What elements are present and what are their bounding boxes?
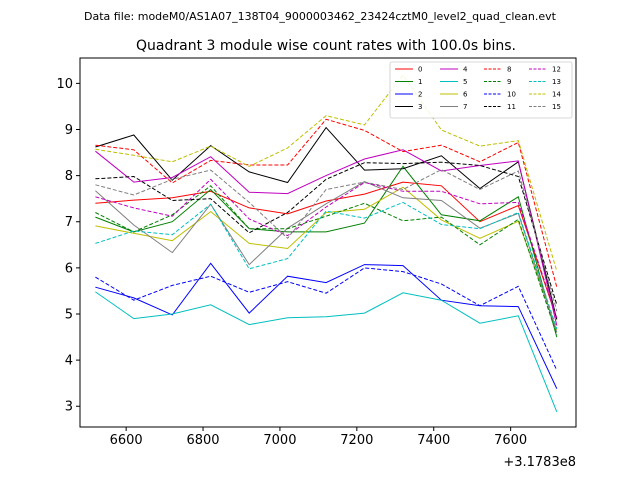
x-axis: 6600 6800 7000 7200 7400 7600 xyxy=(110,427,527,448)
legend-label-0: 0 xyxy=(418,66,422,74)
x-tick-label: 7000 xyxy=(263,433,296,448)
legend-label-6: 6 xyxy=(463,91,468,99)
series-line-11 xyxy=(95,161,558,305)
y-tick-label: 7 xyxy=(65,215,73,230)
legend-label-1: 1 xyxy=(418,78,422,86)
x-tick-label: 7400 xyxy=(417,433,450,448)
series-line-1 xyxy=(95,165,558,338)
x-tick-label: 6800 xyxy=(186,433,219,448)
y-tick-label: 3 xyxy=(65,400,73,415)
series-line-13 xyxy=(95,201,558,329)
series-line-12 xyxy=(95,178,558,318)
legend-label-9: 9 xyxy=(507,78,511,86)
x-tick-label: 7600 xyxy=(494,433,527,448)
series-line-0 xyxy=(95,181,558,319)
plot-frame xyxy=(79,57,577,428)
legend-label-13: 13 xyxy=(552,78,561,86)
legend-label-8: 8 xyxy=(507,66,511,74)
x-tick-label: 7200 xyxy=(340,433,373,448)
suptitle: Data file: modeM0/AS1A07_138T04_90000034… xyxy=(84,10,557,23)
legend-label-15: 15 xyxy=(552,103,561,111)
legend-label-4: 4 xyxy=(463,66,468,74)
legend-label-14: 14 xyxy=(552,91,561,99)
series-line-6 xyxy=(95,186,558,331)
series-line-14 xyxy=(95,74,558,272)
series-line-9 xyxy=(95,185,558,335)
series-layer xyxy=(95,74,558,412)
chart-title: Quadrant 3 module wise count rates with … xyxy=(136,38,516,54)
y-tick-label: 9 xyxy=(65,123,73,138)
series-line-15 xyxy=(95,169,558,312)
series-line-5 xyxy=(95,291,558,412)
series-line-8 xyxy=(95,118,558,288)
y-axis: 3 4 5 6 7 8 9 10 xyxy=(56,77,80,415)
y-tick-label: 5 xyxy=(65,307,73,322)
legend-label-10: 10 xyxy=(507,91,516,99)
legend-label-5: 5 xyxy=(463,78,467,86)
series-line-2 xyxy=(95,262,558,389)
series-line-7 xyxy=(95,181,558,333)
y-tick-label: 10 xyxy=(56,77,73,92)
legend-box xyxy=(389,61,573,119)
legend-label-12: 12 xyxy=(552,66,561,74)
series-line-3 xyxy=(95,126,558,320)
y-tick-label: 8 xyxy=(65,169,73,184)
y-tick-label: 6 xyxy=(65,261,73,276)
legend-label-7: 7 xyxy=(463,103,467,111)
x-tick-label: 6600 xyxy=(110,433,143,448)
y-tick-label: 4 xyxy=(65,354,73,369)
x-offset-label: +3.1783e8 xyxy=(503,455,576,470)
legend-label-2: 2 xyxy=(418,91,422,99)
series-line-4 xyxy=(95,149,558,326)
legend-label-3: 3 xyxy=(418,103,422,111)
series-line-10 xyxy=(95,267,558,371)
legend-label-11: 11 xyxy=(507,103,516,111)
